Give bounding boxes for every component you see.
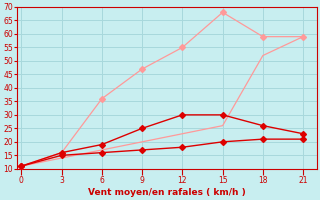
X-axis label: Vent moyen/en rafales ( km/h ): Vent moyen/en rafales ( km/h ) <box>88 188 246 197</box>
